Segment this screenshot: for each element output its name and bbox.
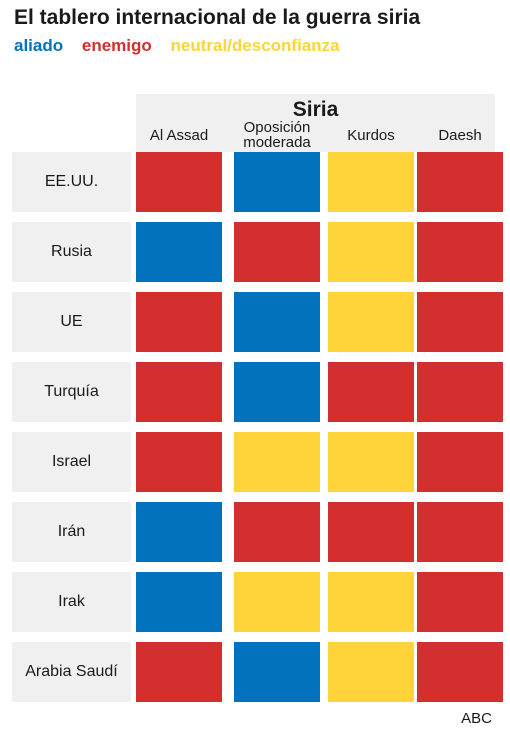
legend: aliado enemigo neutral/desconfianza	[14, 36, 354, 56]
matrix-cell-enemigo	[417, 572, 503, 632]
matrix-cell-neutral	[328, 222, 414, 282]
matrix-cell-enemigo	[417, 222, 503, 282]
column-label: Al Assad	[149, 126, 209, 144]
matrix-cell-aliado	[136, 502, 222, 562]
matrix-cell-enemigo	[328, 362, 414, 422]
chart-title: El tablero internacional de la guerra si…	[14, 6, 421, 29]
legend-neutral: neutral/desconfianza	[170, 36, 340, 55]
matrix-cell-enemigo	[136, 642, 222, 702]
matrix-cell-neutral	[328, 152, 414, 212]
column-group-label: Siria	[292, 98, 339, 121]
row-label: Israel	[12, 432, 131, 492]
matrix-cell-enemigo	[417, 152, 503, 212]
matrix-cell-aliado	[234, 362, 320, 422]
matrix-cell-aliado	[234, 152, 320, 212]
matrix-cell-aliado	[136, 572, 222, 632]
matrix-cell-enemigo	[417, 292, 503, 352]
source-credit: ABC	[461, 710, 492, 727]
legend-enemigo: enemigo	[81, 36, 152, 55]
row-label: Irak	[12, 572, 131, 632]
matrix-cell-neutral	[328, 642, 414, 702]
column-label: Kurdos	[347, 126, 395, 144]
column-header-band	[136, 94, 495, 152]
legend-aliado: aliado	[14, 36, 64, 55]
matrix-cell-aliado	[136, 222, 222, 282]
matrix-cell-enemigo	[136, 152, 222, 212]
matrix-cell-enemigo	[234, 222, 320, 282]
matrix-cell-neutral	[234, 432, 320, 492]
column-label: Oposición moderada	[243, 119, 311, 151]
row-label: EE.UU.	[12, 152, 131, 212]
row-label: Rusia	[12, 222, 131, 282]
matrix-cell-neutral	[328, 292, 414, 352]
matrix-cell-enemigo	[417, 642, 503, 702]
matrix-cell-enemigo	[234, 502, 320, 562]
matrix-cell-enemigo	[136, 362, 222, 422]
column-label: Daesh	[438, 126, 482, 144]
matrix-cell-neutral	[328, 432, 414, 492]
matrix-cell-neutral	[328, 572, 414, 632]
matrix-cell-aliado	[234, 642, 320, 702]
matrix-cell-enemigo	[136, 292, 222, 352]
matrix-cell-enemigo	[136, 432, 222, 492]
row-label: Arabia Saudí	[12, 642, 131, 702]
matrix-cell-enemigo	[328, 502, 414, 562]
matrix-cell-enemigo	[417, 502, 503, 562]
row-label: UE	[12, 292, 131, 352]
matrix-cell-enemigo	[417, 362, 503, 422]
matrix-cell-enemigo	[417, 432, 503, 492]
matrix-cell-aliado	[234, 292, 320, 352]
row-label: Irán	[12, 502, 131, 562]
row-label: Turquía	[12, 362, 131, 422]
matrix-cell-neutral	[234, 572, 320, 632]
